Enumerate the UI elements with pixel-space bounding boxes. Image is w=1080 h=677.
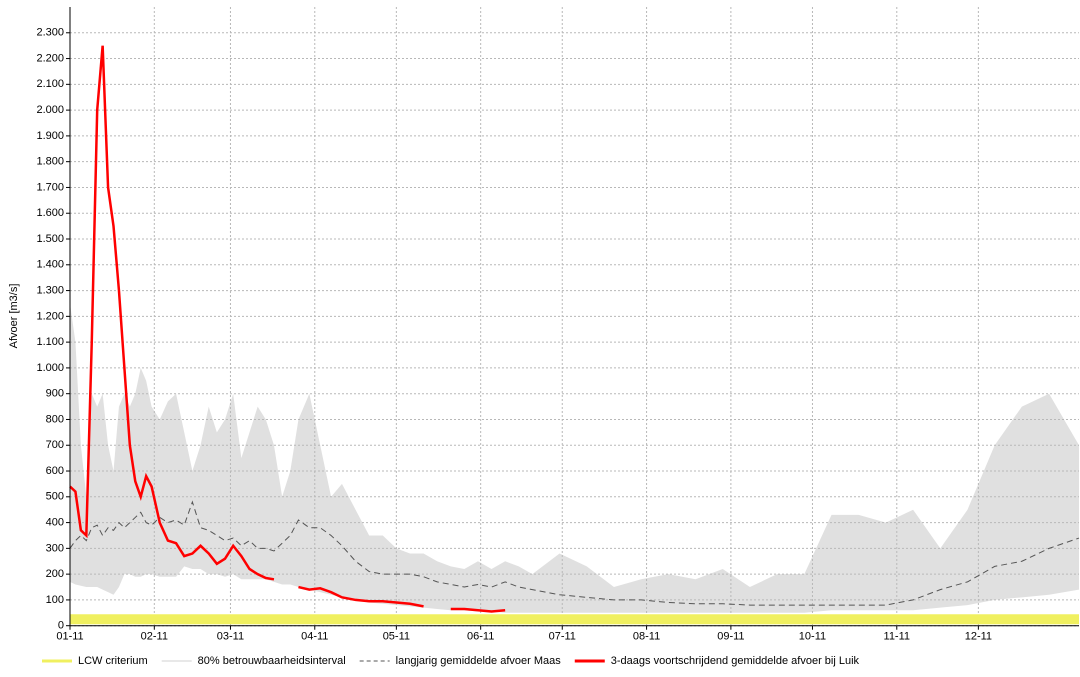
series-line bbox=[450, 607, 506, 613]
x-tick-label: 12-11 bbox=[965, 631, 992, 643]
y-tick-label: 900 bbox=[46, 388, 64, 400]
y-tick-label: 2.200 bbox=[36, 52, 64, 64]
y-tick-label: 800 bbox=[46, 413, 64, 425]
threshold-band bbox=[70, 614, 1079, 625]
y-tick-label: 100 bbox=[46, 594, 64, 606]
y-tick-label: 1.800 bbox=[36, 156, 64, 168]
y-tick-label: 400 bbox=[46, 516, 64, 528]
y-tick-label: 500 bbox=[46, 491, 64, 503]
confidence-band bbox=[70, 303, 1079, 613]
y-tick-label: 1.300 bbox=[36, 284, 64, 296]
y-tick-label: 200 bbox=[46, 568, 64, 580]
legend-label: 3-daags voortschrijdend gemiddelde afvoe… bbox=[611, 655, 860, 667]
y-tick-label: 1.000 bbox=[36, 362, 64, 374]
x-tick-label: 09-11 bbox=[717, 631, 744, 643]
y-tick-label: 1.700 bbox=[36, 181, 64, 193]
x-tick-label: 01-11 bbox=[56, 631, 83, 643]
y-tick-label: 1.500 bbox=[36, 233, 64, 245]
y-tick-label: 0 bbox=[58, 620, 64, 632]
series-line bbox=[69, 500, 1080, 606]
legend-label: LCW criterium bbox=[78, 655, 148, 667]
y-tick-label: 2.000 bbox=[36, 104, 64, 116]
y-tick-label: 700 bbox=[46, 439, 64, 451]
x-tick-label: 02-11 bbox=[141, 631, 168, 643]
series-line bbox=[298, 585, 424, 608]
y-tick-label: 600 bbox=[46, 465, 64, 477]
y-tick-label: 1.900 bbox=[36, 130, 64, 142]
x-tick-label: 04-11 bbox=[301, 631, 328, 643]
x-tick-label: 10-11 bbox=[799, 631, 826, 643]
x-tick-label: 11-11 bbox=[884, 631, 911, 643]
legend-label: langjarig gemiddelde afvoer Maas bbox=[396, 655, 562, 667]
y-tick-label: 2.300 bbox=[36, 27, 64, 39]
x-tick-label: 03-11 bbox=[217, 631, 244, 643]
x-tick-label: 07-11 bbox=[549, 631, 576, 643]
y-tick-label: 1.400 bbox=[36, 259, 64, 271]
y-tick-label: 1.600 bbox=[36, 207, 64, 219]
x-tick-label: 08-11 bbox=[633, 631, 660, 643]
y-tick-label: 1.100 bbox=[36, 336, 64, 348]
series-line bbox=[69, 45, 275, 581]
legend-label: 80% betrouwbaarheidsinterval bbox=[198, 655, 346, 667]
y-tick-label: 300 bbox=[46, 542, 64, 554]
y-tick-label: 2.100 bbox=[36, 78, 64, 90]
y-tick-label: 1.200 bbox=[36, 310, 64, 322]
x-tick-label: 05-11 bbox=[383, 631, 410, 643]
x-tick-label: 06-11 bbox=[467, 631, 494, 643]
y-axis-label: Afvoer [m3/s] bbox=[8, 284, 20, 349]
